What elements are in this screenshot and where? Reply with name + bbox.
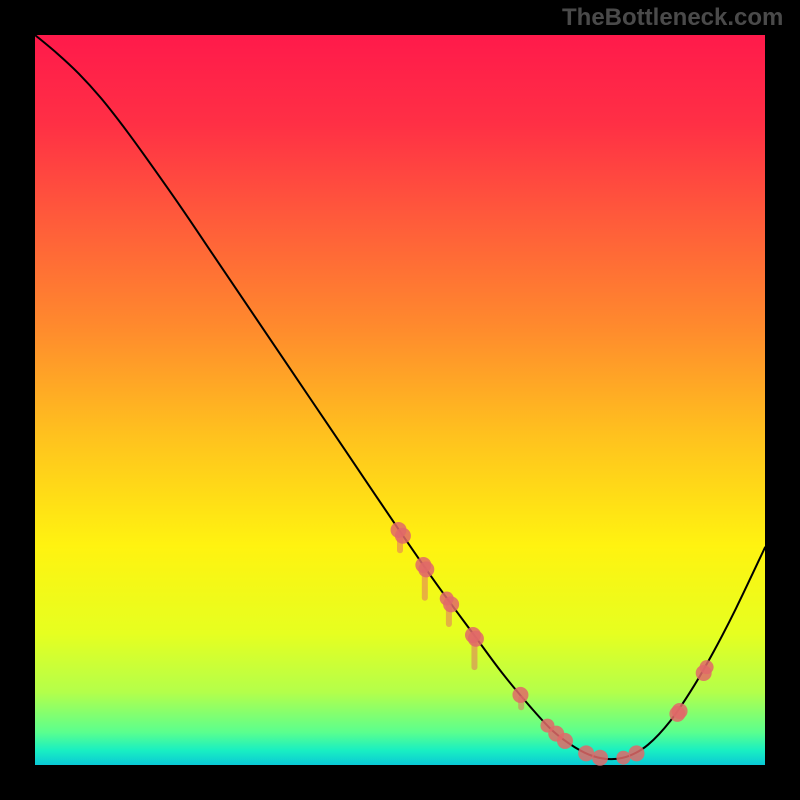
data-marker	[629, 745, 645, 761]
data-marker	[578, 745, 594, 761]
data-marker	[443, 596, 459, 612]
data-marker	[418, 561, 434, 577]
data-marker	[616, 751, 630, 765]
data-marker	[512, 687, 528, 703]
data-marker	[468, 631, 484, 647]
data-marker	[557, 733, 573, 749]
data-marker	[700, 660, 714, 674]
gradient-background	[35, 35, 765, 765]
data-marker	[395, 528, 411, 544]
chart-svg	[0, 0, 800, 800]
data-marker	[592, 750, 608, 766]
data-marker	[672, 703, 688, 719]
watermark-text: TheBottleneck.com	[562, 4, 783, 32]
